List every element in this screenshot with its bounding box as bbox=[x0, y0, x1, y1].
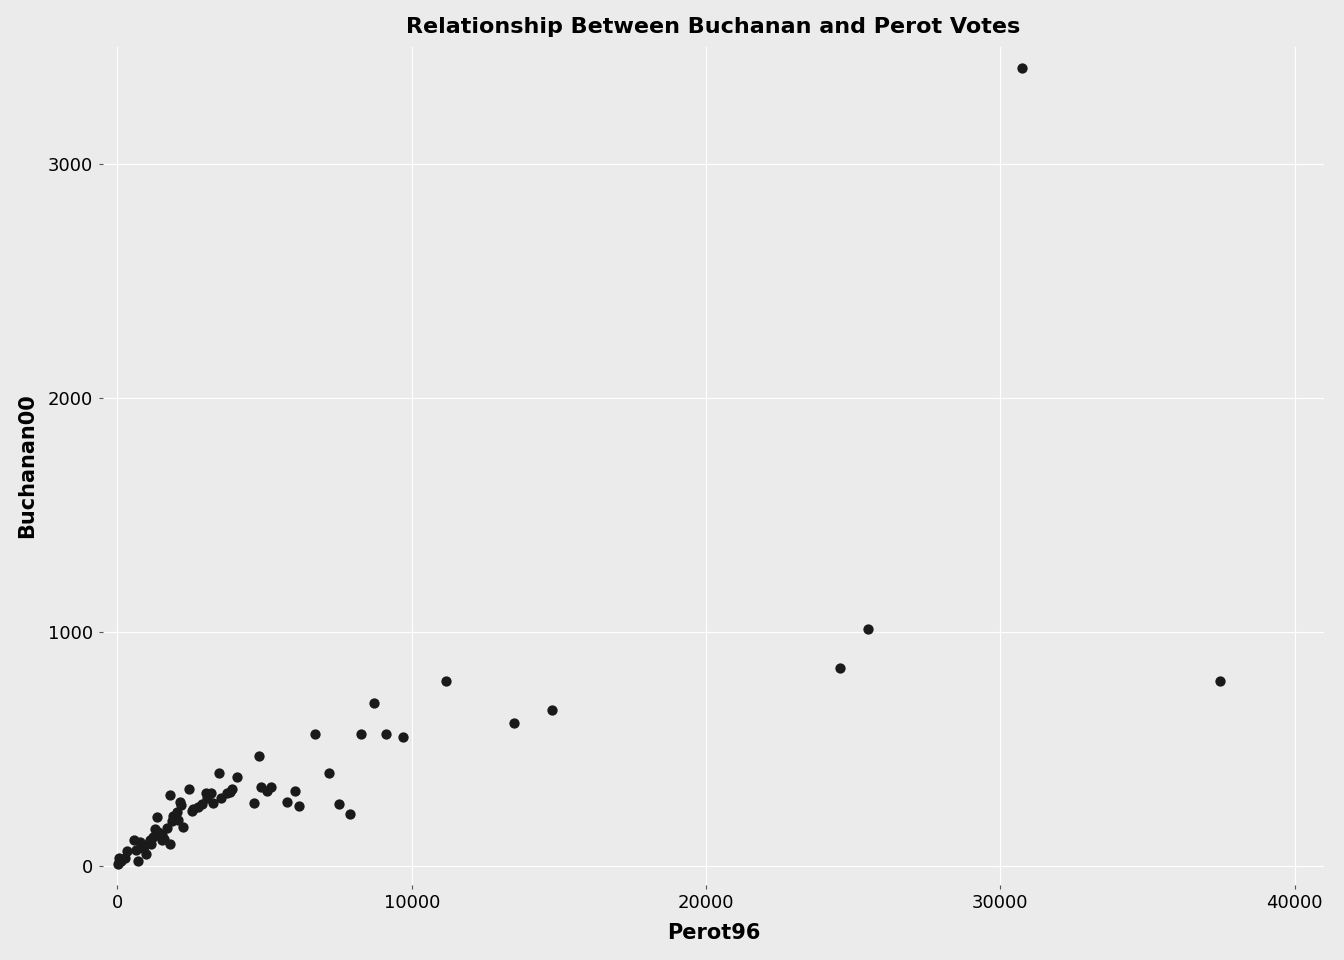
Point bbox=[222, 780, 243, 796]
Point bbox=[183, 801, 204, 816]
Point bbox=[160, 787, 181, 803]
Point bbox=[857, 621, 879, 636]
Point bbox=[196, 790, 218, 805]
Point bbox=[125, 843, 146, 858]
Point bbox=[503, 715, 524, 731]
Point bbox=[108, 856, 129, 872]
Point bbox=[257, 783, 278, 799]
Point bbox=[140, 837, 161, 852]
Point bbox=[319, 766, 340, 781]
Point bbox=[126, 852, 148, 868]
Point bbox=[114, 851, 136, 866]
Point bbox=[284, 783, 305, 799]
Point bbox=[219, 784, 241, 800]
Point bbox=[277, 794, 298, 809]
Point bbox=[152, 832, 173, 848]
Point bbox=[136, 847, 157, 862]
Y-axis label: Buchanan00: Buchanan00 bbox=[16, 394, 36, 538]
Point bbox=[328, 797, 349, 812]
Point bbox=[304, 727, 325, 742]
Point bbox=[110, 853, 132, 869]
Point bbox=[151, 828, 172, 843]
Title: Relationship Between Buchanan and Perot Votes: Relationship Between Buchanan and Perot … bbox=[406, 16, 1020, 36]
X-axis label: Perot96: Perot96 bbox=[667, 924, 761, 944]
Point bbox=[202, 795, 223, 810]
Point bbox=[142, 829, 164, 845]
Point bbox=[1210, 673, 1231, 688]
Point bbox=[167, 813, 188, 828]
Point bbox=[138, 832, 160, 848]
Point bbox=[117, 844, 138, 859]
Point bbox=[195, 785, 216, 801]
Point bbox=[1012, 60, 1034, 76]
Point bbox=[122, 832, 144, 848]
Point bbox=[829, 660, 851, 676]
Point bbox=[167, 804, 188, 820]
Point bbox=[216, 785, 238, 801]
Point bbox=[171, 798, 192, 813]
Point bbox=[363, 696, 384, 711]
Point bbox=[153, 831, 175, 847]
Point bbox=[375, 727, 396, 742]
Point bbox=[289, 798, 310, 813]
Point bbox=[435, 674, 457, 689]
Point bbox=[226, 769, 247, 784]
Point bbox=[159, 836, 180, 852]
Point bbox=[249, 748, 270, 763]
Point bbox=[146, 809, 168, 825]
Point bbox=[148, 825, 169, 840]
Point bbox=[210, 790, 231, 805]
Point bbox=[133, 841, 155, 856]
Point bbox=[200, 785, 222, 801]
Point bbox=[130, 834, 152, 850]
Point bbox=[108, 851, 129, 866]
Point bbox=[177, 781, 199, 797]
Point bbox=[208, 765, 230, 780]
Point bbox=[134, 837, 156, 852]
Point bbox=[339, 806, 360, 822]
Point bbox=[261, 779, 282, 794]
Point bbox=[187, 799, 208, 814]
Point bbox=[161, 813, 183, 828]
Point bbox=[191, 796, 212, 811]
Point bbox=[542, 703, 563, 718]
Point bbox=[108, 854, 129, 870]
Point bbox=[250, 779, 271, 794]
Point bbox=[145, 822, 167, 837]
Point bbox=[181, 804, 203, 819]
Point bbox=[392, 730, 414, 745]
Point bbox=[169, 795, 191, 810]
Point bbox=[351, 727, 372, 742]
Point bbox=[173, 819, 195, 834]
Point bbox=[163, 808, 184, 824]
Point bbox=[156, 821, 177, 836]
Point bbox=[243, 795, 265, 810]
